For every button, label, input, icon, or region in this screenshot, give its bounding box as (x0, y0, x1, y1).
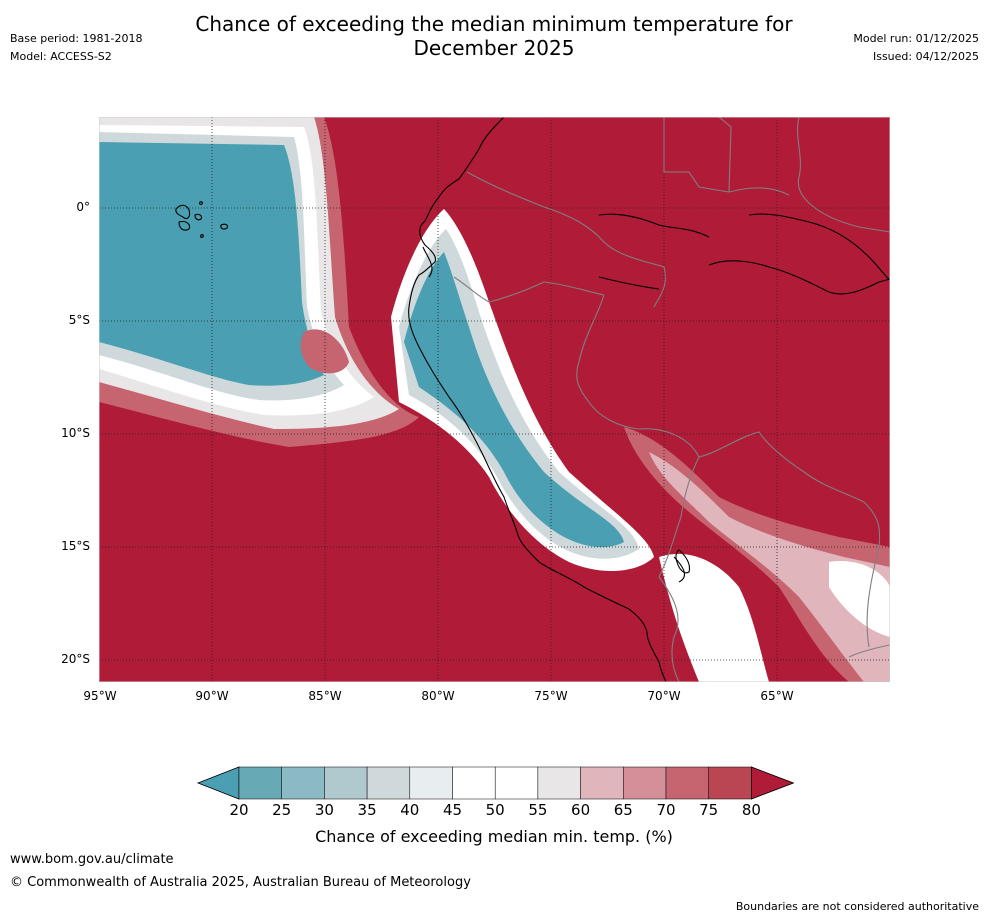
colorbar-tick-30: 30 (314, 801, 334, 819)
colorbar-segments (196, 766, 794, 800)
altiplano-white-zone (829, 561, 890, 637)
lon-label-65w: 65°W (760, 689, 794, 703)
lake-titicaca (675, 549, 691, 574)
country-borders (453, 117, 890, 682)
andes-white-zone (659, 553, 769, 682)
colorbar-segment-20-25 (238, 766, 282, 800)
colorbar-tick-80: 80 (741, 801, 761, 819)
colorbar (196, 766, 794, 800)
galapagos-islands (175, 201, 229, 238)
colorbar-segment-40-45 (409, 766, 453, 800)
copyright-notice: © Commonwealth of Australia 2025, Austra… (10, 875, 471, 890)
colorbar-tick-20: 20 (229, 801, 249, 819)
colorbar-segment-55-60 (537, 766, 581, 800)
base-period: Base period: 1981-2018 (10, 32, 143, 45)
colorbar-tick-50: 50 (485, 801, 505, 819)
boundary-disclaimer: Boundaries are not considered authoritat… (735, 900, 979, 913)
colorbar-segment-45-50 (452, 766, 496, 800)
website-link[interactable]: www.bom.gov.au/climate (10, 852, 174, 867)
lon-label-95w: 95°W (83, 689, 117, 703)
issued-date: Issued: 04/12/2025 (872, 50, 979, 63)
lon-label-70w: 70°W (647, 689, 681, 703)
colorbar-tick-40: 40 (400, 801, 420, 819)
colorbar-segment-35-40 (366, 766, 411, 800)
colorbar-tick-60: 60 (571, 801, 591, 819)
colorbar-label: Chance of exceeding median min. temp. (%… (315, 827, 673, 846)
model-name: Model: ACCESS-S2 (10, 50, 112, 63)
colorbar-tick-65: 65 (613, 801, 633, 819)
graticule (99, 117, 890, 682)
colorbar-segment-75-80 (708, 766, 752, 800)
lon-label-80w: 80°W (421, 689, 455, 703)
colorbar-segment-25-30 (281, 766, 325, 800)
colorbar-segment-below-20 (196, 766, 240, 800)
coastal-cool-zone (404, 252, 624, 548)
lon-label-85w: 85°W (308, 689, 342, 703)
map-title: Chance of exceeding the median minimum t… (0, 12, 988, 60)
coastlines (408, 117, 890, 682)
colorbar-segment-above-80 (751, 766, 794, 800)
colorbar-tick-45: 45 (442, 801, 463, 819)
andes-neutral-zone (649, 452, 890, 682)
colorbar-segment-70-75 (665, 766, 709, 800)
lat-label-5s: 5°S (68, 313, 90, 327)
title-line-1: Chance of exceeding the median minimum t… (195, 12, 793, 36)
lat-label-10s: 10°S (61, 426, 90, 440)
pacific-cool-zone (99, 142, 324, 386)
colorbar-segment-65-70 (623, 766, 667, 800)
colorbar-tick-25: 25 (272, 801, 292, 819)
title-line-2: December 2025 (413, 36, 575, 60)
lat-label-0: 0° (76, 200, 90, 214)
lon-label-75w: 75°W (534, 689, 568, 703)
colorbar-segment-60-65 (580, 766, 624, 800)
model-run-date: Model run: 01/12/2025 (853, 32, 979, 45)
colorbar-segment-30-35 (324, 766, 368, 800)
colorbar-tick-70: 70 (656, 801, 676, 819)
lat-label-20s: 20°S (61, 652, 90, 666)
colorbar-tick-75: 75 (699, 801, 719, 819)
lon-label-90w: 90°W (195, 689, 229, 703)
colorbar-segment-50-55 (494, 766, 539, 800)
colorbar-tick-55: 55 (528, 801, 548, 819)
colorbar-tick-35: 35 (357, 801, 377, 819)
lat-label-15s: 15°S (61, 539, 90, 553)
forecast-map (99, 117, 890, 682)
